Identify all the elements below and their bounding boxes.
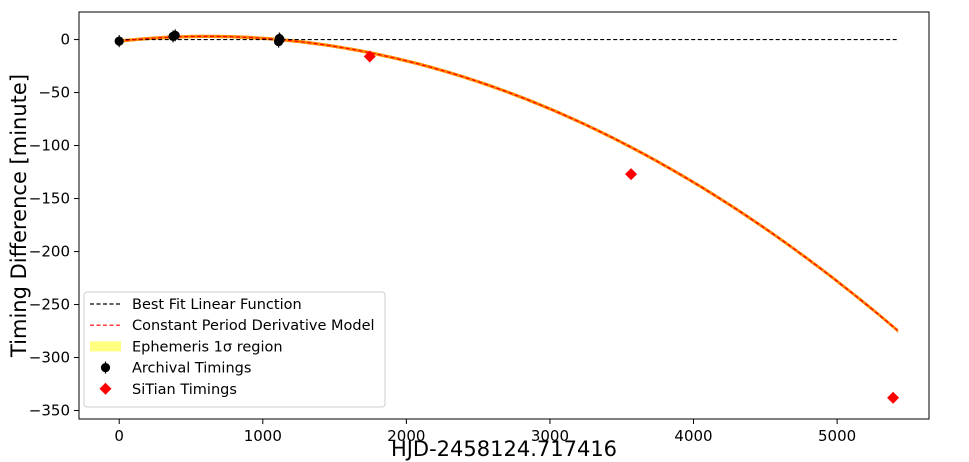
legend-archival-swatch [100,361,111,374]
legend-linear-label: Best Fit Linear Function [132,297,302,313]
legend-archival-label: Archival Timings [132,361,251,377]
legend-sitian-swatch [99,382,112,395]
y-tick-label: −350 [29,402,70,420]
legend-model-label: Constant Period Derivative Model [132,318,375,334]
data-layer [114,29,900,404]
y-axis-title: Timing Difference [minute] [7,74,31,358]
y-tick-label: −200 [29,243,70,261]
x-tick-label: 0 [114,427,124,445]
legend-box [83,291,386,408]
legend-sitian-marker [99,382,112,395]
x-tick-label: 1000 [244,427,282,445]
ephemeris-band [118,34,899,333]
legend-band-swatch [90,341,121,352]
y-tick-label: 0 [60,31,70,49]
x-tick-label: 2000 [387,427,425,445]
sitian-point [363,50,376,63]
y-tick-label: −300 [29,349,70,367]
legend: Best Fit Linear Function Constant Period… [83,291,386,408]
legend-sitian-label: SiTian Timings [132,382,237,398]
x-tick-label: 3000 [531,427,569,445]
y-tick-label: −150 [29,190,70,208]
legend-band-label: Ephemeris 1σ region [132,339,283,355]
sitian-point [887,391,900,404]
archival-point [170,30,180,40]
legend-archival-marker [100,363,111,373]
x-tick-label: 4000 [674,427,712,445]
y-tick-label: −250 [29,296,70,314]
model-curve [119,35,898,331]
archival-point [275,34,285,45]
axis-ticks: 0 1000 2000 3000 4000 5000 0 −50 −100 −150 −200 −25… [29,31,856,445]
x-axis-title: HJD-2458124.717416 [391,437,617,461]
archival-point [114,36,124,46]
plot-frame [78,11,930,420]
x-tick-label: 5000 [818,427,856,445]
y-tick-label: −100 [29,137,70,155]
sitian-point [625,168,638,181]
y-tick-label: −50 [38,84,70,102]
plot-area [114,29,900,404]
